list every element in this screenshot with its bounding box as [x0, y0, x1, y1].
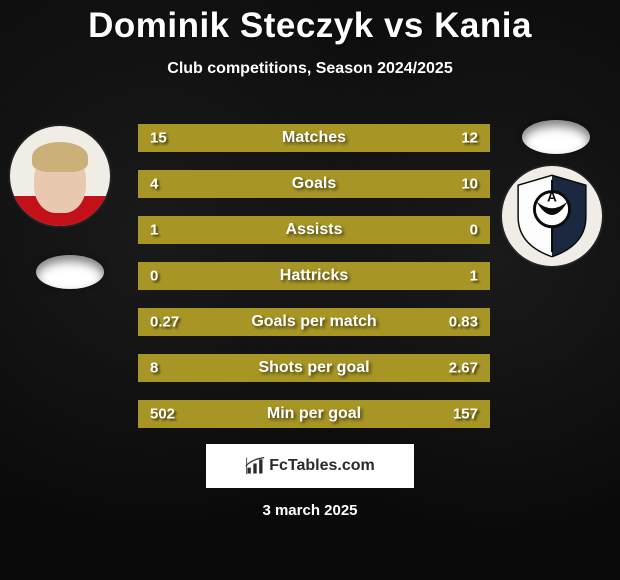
stat-row: 502 157 Min per goal: [138, 400, 490, 428]
stat-label: Shots per goal: [258, 359, 369, 377]
comparison-bars: 1512Matches410Goals10Assists01Hattricks0…: [138, 124, 490, 446]
stat-label: Min per goal: [267, 405, 361, 423]
stat-row: 1 0 Assists: [138, 216, 490, 244]
stat-row: 0.27 0.83 Goals per match: [138, 308, 490, 336]
stat-value-left: 502: [150, 406, 175, 423]
player-left-avatar: [10, 126, 110, 226]
stat-value-right: 10: [461, 176, 478, 193]
stat-value-left: 8: [150, 360, 158, 377]
stat-value-right: 0.83: [449, 314, 478, 331]
stat-label: Hattricks: [280, 267, 348, 285]
bar-fill-right: [239, 170, 490, 198]
stat-value-right: 0: [470, 222, 478, 239]
player-right-crest: A: [502, 166, 602, 266]
stat-value-right: 2.67: [449, 360, 478, 377]
stat-value-right: 157: [453, 406, 478, 423]
svg-text:A: A: [547, 189, 557, 204]
player-left-flag: [36, 255, 104, 289]
stat-row: 15 12 Matches: [138, 124, 490, 152]
stat-row: 0 1 Hattricks: [138, 262, 490, 290]
comparison-card: Dominik Steczyk vs Kania Club competitio…: [0, 0, 620, 580]
stat-value-left: 0.27: [150, 314, 179, 331]
club-crest-icon: A: [513, 172, 591, 260]
stat-row: 8 2.67 Shots per goal: [138, 354, 490, 382]
stat-row: 4 10 Goals: [138, 170, 490, 198]
bar-chart-icon: [245, 456, 265, 476]
fctables-logo: FcTables.com: [206, 444, 414, 488]
stat-value-left: 1: [150, 222, 158, 239]
page-subtitle: Club competitions, Season 2024/2025: [0, 60, 620, 78]
stat-value-left: 4: [150, 176, 158, 193]
player-right-flag: [522, 120, 590, 154]
stat-label: Assists: [286, 221, 343, 239]
date-label: 3 march 2025: [262, 502, 357, 519]
stat-label: Goals per match: [251, 313, 376, 331]
stat-value-right: 12: [461, 130, 478, 147]
logo-text: FcTables.com: [269, 457, 375, 475]
stat-value-left: 0: [150, 268, 158, 285]
page-title: Dominik Steczyk vs Kania: [0, 6, 620, 46]
stat-label: Matches: [282, 129, 346, 147]
stat-label: Goals: [292, 175, 336, 193]
stat-value-right: 1: [470, 268, 478, 285]
stat-value-left: 15: [150, 130, 167, 147]
